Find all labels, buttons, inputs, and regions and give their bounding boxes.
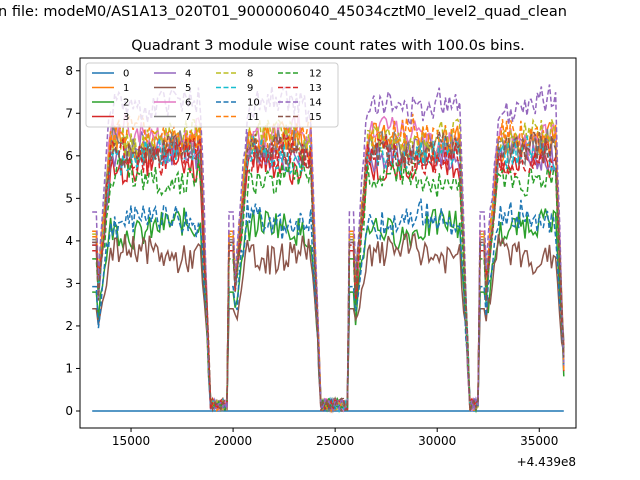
legend-label-1: 1 (123, 83, 129, 94)
y-tick-label: 7 (65, 106, 73, 120)
y-tick-label: 6 (65, 149, 73, 163)
legend-label-5: 5 (185, 83, 191, 94)
plot-frame (79, 57, 577, 429)
x-tick-label: 20000 (214, 434, 252, 448)
x-tick-label: 25000 (316, 434, 354, 448)
legend-label-13: 13 (309, 83, 322, 94)
y-tick-label: 5 (65, 191, 73, 205)
legend-label-7: 7 (185, 112, 191, 123)
legend-label-0: 0 (123, 69, 129, 80)
x-axis: 15000 20000 25000 30000 35000 (112, 428, 558, 448)
figure-suptitle: in file: modeM0/AS1A13_020T01_9000006040… (0, 4, 640, 28)
y-tick-label: 8 (65, 64, 73, 78)
legend-label-3: 3 (123, 112, 129, 123)
legend-label-10: 10 (247, 98, 260, 109)
series-line-10 (92, 198, 565, 414)
series-layer (92, 84, 565, 414)
legend-label-2: 2 (123, 98, 129, 109)
legend-box (85, 62, 339, 128)
suptitle-text: in file: modeM0/AS1A13_020T01_9000006040… (0, 4, 567, 20)
x-tick-label: 30000 (418, 434, 456, 448)
y-tick-label: 1 (65, 361, 73, 375)
x-axis-offset-label: +4.439e8 (517, 455, 576, 469)
y-tick-label: 3 (65, 276, 73, 290)
legend-label-6: 6 (185, 98, 191, 109)
legend-label-15: 15 (309, 112, 322, 123)
x-tick-label: 15000 (112, 434, 150, 448)
y-tick-label: 0 (65, 404, 73, 418)
chart-title: Quadrant 3 module wise count rates with … (131, 38, 525, 54)
legend-label-9: 9 (247, 83, 253, 94)
x-tick-label: 35000 (520, 434, 558, 448)
y-axis: 0 1 2 3 4 5 6 7 8 (65, 64, 80, 418)
legend-label-8: 8 (247, 69, 253, 80)
series-line-2 (92, 207, 565, 414)
legend-label-14: 14 (309, 98, 322, 109)
legend-label-12: 12 (309, 69, 322, 80)
legend-label-11: 11 (247, 112, 260, 123)
series-line-15 (92, 130, 565, 413)
y-tick-label: 2 (65, 319, 73, 333)
y-tick-label: 4 (65, 234, 73, 248)
legend-label-4: 4 (185, 69, 191, 80)
